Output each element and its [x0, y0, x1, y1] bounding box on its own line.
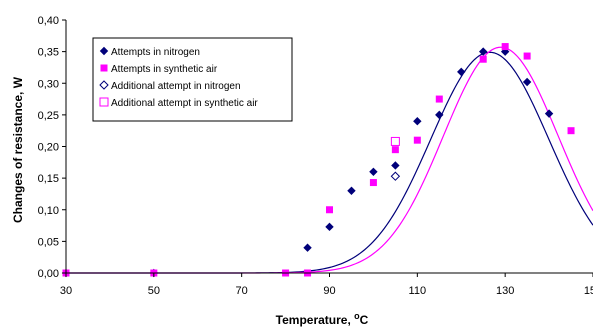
- legend-marker: [99, 46, 109, 56]
- legend-label: Additional attempt in nitrogen: [111, 81, 241, 92]
- data-point: [413, 136, 421, 144]
- x-tick-label: 110: [409, 285, 427, 297]
- data-point: [325, 222, 334, 232]
- data-point: [501, 43, 509, 51]
- legend-box: [92, 37, 293, 122]
- y-tick-label: 0,15: [38, 173, 59, 185]
- data-point: [567, 127, 575, 135]
- data-point: [390, 136, 400, 146]
- legend-marker: [99, 80, 109, 90]
- x-tick-label: 150: [584, 285, 593, 297]
- data-point: [479, 47, 488, 56]
- x-axis-title: Temperature, oC: [276, 311, 369, 327]
- y-tick-label: 0,30: [38, 78, 59, 90]
- data-point: [326, 206, 333, 214]
- data-point: [523, 52, 531, 60]
- data-point: [435, 110, 444, 120]
- data-point: [391, 161, 400, 170]
- x-axis-title-unit: C: [360, 313, 369, 327]
- y-tick-label: 0,40: [38, 15, 59, 27]
- data-point: [544, 109, 554, 118]
- y-tick-label: 0,25: [38, 110, 59, 122]
- x-tick-label: 130: [496, 285, 514, 297]
- data-point: [457, 67, 466, 77]
- y-tick-label: 0,00: [38, 268, 59, 280]
- data-point: [369, 179, 377, 187]
- x-tick-label: 90: [323, 285, 335, 297]
- data-point: [479, 55, 487, 63]
- data-point: [413, 116, 422, 126]
- legend-label: Additional attempt in synthetic air: [111, 98, 258, 109]
- y-tick-label: 0,10: [38, 205, 59, 217]
- data-point: [303, 243, 312, 252]
- y-tick-label: 0,05: [38, 236, 59, 248]
- data-point: [391, 146, 399, 154]
- data-point: [522, 77, 532, 87]
- legend-label: Attempts in nitrogen: [111, 47, 200, 58]
- legend-marker: [99, 97, 109, 107]
- y-tick-label: 0,20: [38, 142, 59, 154]
- legend-label: Attempts in synthetic air: [111, 64, 218, 75]
- data-point: [369, 167, 378, 177]
- y-tick-label: 0,35: [38, 47, 59, 59]
- x-tick-label: 30: [60, 285, 72, 297]
- data-point: [347, 186, 356, 195]
- data-point: [390, 171, 401, 181]
- data-point: [435, 95, 443, 103]
- legend-marker: [100, 64, 108, 72]
- y-axis-title: Changes of resistance, W: [11, 76, 25, 223]
- x-tick-label: 50: [148, 285, 160, 297]
- x-tick-label: 70: [236, 285, 248, 297]
- x-ticks: 30 50 70 90 110 130 150: [60, 273, 593, 297]
- legend: Attempts in nitrogen Attempts in syntheti…: [92, 37, 293, 122]
- x-axis-title-superscript: o: [354, 311, 360, 321]
- y-ticks: 0,00 0,05 0,10 0,15 0,20 0,25 0,30 0,35 0,40: [38, 15, 66, 280]
